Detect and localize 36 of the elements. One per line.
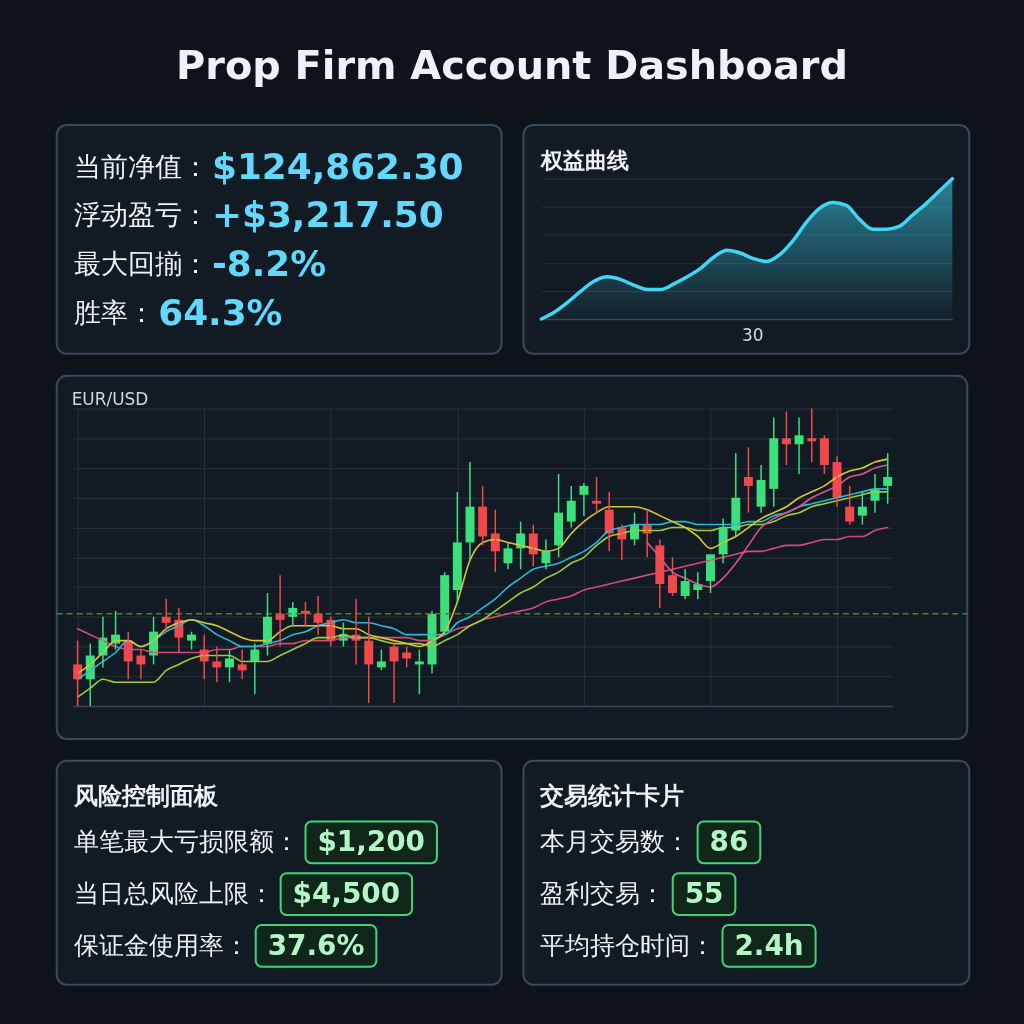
text: 55	[684, 877, 724, 911]
candlestick	[668, 556, 677, 597]
text: 86	[709, 825, 749, 859]
text: 37.6%	[267, 928, 365, 962]
text: 交易统计卡片	[539, 781, 685, 810]
text: 64.3%	[158, 291, 283, 333]
chart-title: 权益曲线	[540, 147, 630, 173]
text: 浮动盈亏：	[73, 199, 209, 231]
text: 单笔最大亏损限额：	[73, 827, 299, 857]
text: 盈利交易：	[540, 879, 666, 909]
text: 最大回揃：	[73, 248, 209, 280]
candlestick	[781, 410, 791, 466]
text: 当前净值：	[73, 150, 209, 182]
text: $4,500	[292, 877, 401, 911]
candlestick	[769, 416, 779, 508]
text: 平均持仓时间：	[540, 930, 716, 960]
text: -8.2%	[211, 243, 327, 285]
candlestick	[225, 648, 234, 684]
candlestick	[845, 485, 855, 526]
text: 保证金使用率：	[73, 930, 249, 960]
text: 当日总风险上限：	[73, 879, 274, 909]
text: 30	[742, 324, 764, 345]
text: Prop Firm Account Dashboard	[176, 42, 848, 89]
text: +$3,217.50	[211, 194, 444, 236]
candlestick	[743, 446, 753, 514]
text: 胜率：	[73, 296, 155, 328]
candlestick	[376, 648, 386, 672]
candlestick	[819, 434, 829, 475]
candlestick	[883, 452, 893, 505]
text: $124,862.30	[211, 145, 464, 187]
candlestick	[857, 491, 867, 526]
text: 本月交易数：	[540, 827, 691, 857]
text: 风险控制面板	[72, 781, 219, 810]
text: $1,200	[317, 825, 425, 859]
chart-title: EUR/USD	[71, 388, 149, 409]
text: 2.4h	[734, 928, 804, 962]
